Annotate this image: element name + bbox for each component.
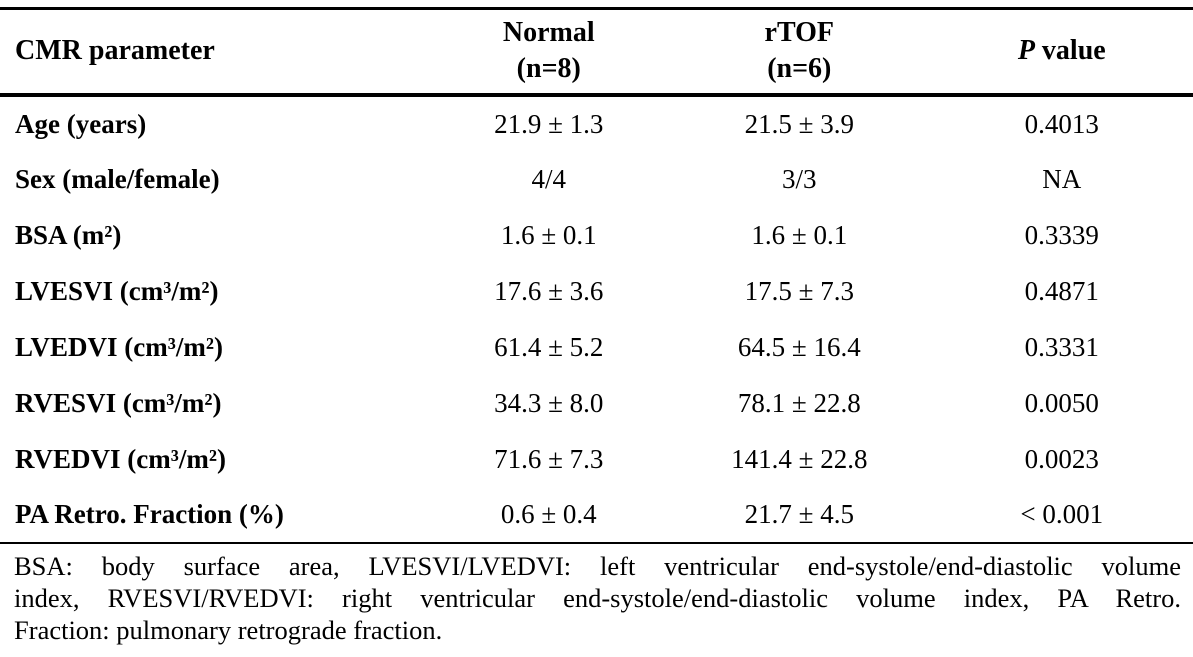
header-rtof-count: (n=6): [767, 53, 832, 84]
rtof-value: 141.4 ± 22.8: [731, 443, 868, 474]
header-cmr-parameter: CMR parameter: [15, 35, 215, 66]
footnote-line-2: index, RVESVI/RVEDVI: right ventricular …: [14, 583, 1181, 613]
normal-value: 17.6 ± 3.6: [494, 275, 604, 306]
header-p-symbol: P: [1017, 35, 1035, 66]
normal-value: 34.3 ± 8.0: [494, 387, 604, 418]
header-normal-label: Normal: [502, 17, 595, 48]
p-value: 0.0023: [1024, 443, 1099, 474]
header-p-value: P value: [931, 9, 1193, 96]
row-parameter-label: RVEDVI (cm³/m²): [15, 443, 226, 474]
row-parameter-label: PA Retro. Fraction (%): [15, 499, 284, 529]
table-row: LVEDVI (cm³/m²) 61.4 ± 5.2 64.5 ± 16.4 0.33…: [0, 319, 1193, 375]
rtof-value: 3/3: [782, 163, 817, 194]
rtof-value: 21.5 ± 3.9: [744, 108, 854, 139]
p-value: NA: [1042, 163, 1082, 194]
row-parameter-label: RVESVI (cm³/m²): [15, 387, 222, 418]
table-row: Age (years) 21.9 ± 1.3 21.5 ± 3.9 0.4013: [0, 95, 1193, 151]
row-parameter-label: LVESVI (cm³/m²): [15, 275, 219, 306]
row-parameter-label: BSA (m²): [15, 219, 122, 250]
row-parameter-label: Age (years): [15, 108, 147, 139]
normal-value: 71.6 ± 7.3: [494, 443, 604, 474]
header-rtof-group: rTOF (n=6): [668, 9, 930, 96]
header-normal-count: (n=8): [516, 53, 581, 84]
footnote-line-1: BSA: body surface area, LVESVI/LVEDVI: l…: [14, 551, 1181, 581]
p-value: 0.3331: [1024, 331, 1099, 362]
p-value: 0.4871: [1024, 275, 1099, 306]
table-footnote: BSA: body surface area, LVESVI/LVEDVI: l…: [0, 544, 1193, 646]
header-rtof-label: rTOF: [764, 17, 835, 48]
table-row: BSA (m²) 1.6 ± 0.1 1.6 ± 0.1 0.3339: [0, 207, 1193, 263]
p-value: 0.0050: [1024, 387, 1099, 418]
table-row: Sex (male/female) 4/4 3/3 NA: [0, 151, 1193, 207]
rtof-value: 17.5 ± 7.3: [744, 275, 854, 306]
table-row: RVEDVI (cm³/m²) 71.6 ± 7.3 141.4 ± 22.8 0.0…: [0, 431, 1193, 487]
normal-value: 0.6 ± 0.4: [500, 499, 597, 529]
table-row: PA Retro. Fraction (%) 0.6 ± 0.4 21.7 ± 4.…: [0, 487, 1193, 543]
header-p-value-rest: value: [1034, 35, 1106, 66]
table-body: Age (years) 21.9 ± 1.3 21.5 ± 3.9 0.4013 Sex…: [0, 95, 1193, 543]
header-row: CMR parameter Normal (n=8) rTOF (n=6) P …: [0, 9, 1193, 96]
normal-value: 1.6 ± 0.1: [500, 219, 597, 250]
rtof-value: 64.5 ± 16.4: [737, 331, 861, 362]
table-row: LVESVI (cm³/m²) 17.6 ± 3.6 17.5 ± 7.3 0.487…: [0, 263, 1193, 319]
p-value: 0.3339: [1024, 219, 1099, 250]
p-value: 0.4013: [1024, 108, 1099, 139]
cmr-parameters-table: CMR parameter Normal (n=8) rTOF (n=6) P …: [0, 7, 1193, 544]
row-parameter-label: LVEDVI (cm³/m²): [15, 331, 223, 362]
row-parameter-label: Sex (male/female): [15, 163, 220, 194]
normal-value: 4/4: [531, 163, 567, 194]
rtof-value: 21.7 ± 4.5: [744, 499, 854, 529]
normal-value: 61.4 ± 5.2: [494, 331, 604, 362]
table-row: RVESVI (cm³/m²) 34.3 ± 8.0 78.1 ± 22.8 0.00…: [0, 375, 1193, 431]
table-header: CMR parameter Normal (n=8) rTOF (n=6) P …: [0, 9, 1193, 96]
footnote-line-3: Fraction: pulmonary retrograde fraction.: [14, 615, 443, 645]
header-normal-group: Normal (n=8): [429, 9, 668, 96]
normal-value: 21.9 ± 1.3: [494, 108, 604, 139]
p-value: < 0.001: [1020, 499, 1104, 529]
rtof-value: 78.1 ± 22.8: [737, 387, 861, 418]
rtof-value: 1.6 ± 0.1: [751, 219, 848, 250]
